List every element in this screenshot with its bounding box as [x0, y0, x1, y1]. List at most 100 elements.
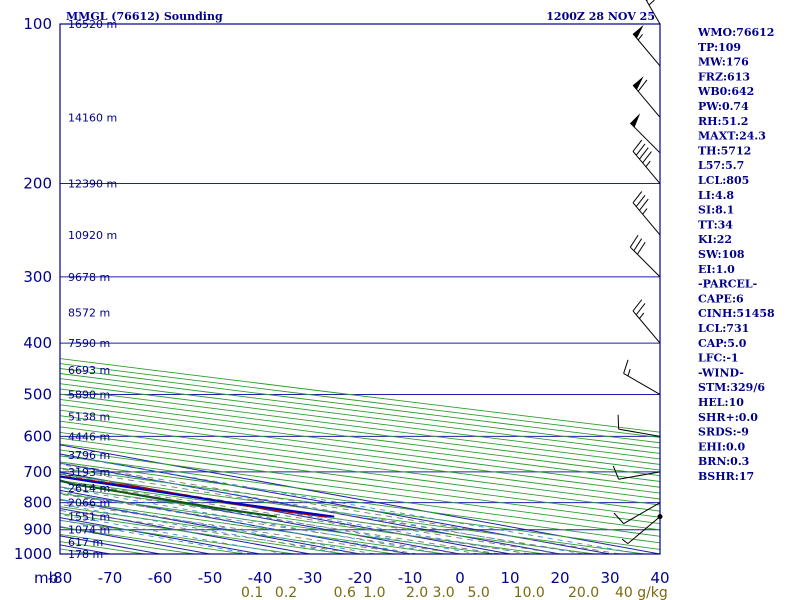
wind-barb-staff — [618, 428, 661, 437]
wind-barb-flag — [617, 414, 620, 430]
temperature-tick-label: 30 — [600, 569, 619, 587]
wind-barb — [632, 24, 661, 67]
index-item: SHR+:0.0 — [698, 411, 758, 424]
wind-barb — [632, 76, 661, 118]
wind-barb-half-flag — [637, 33, 643, 41]
dry-adiabat — [60, 373, 660, 449]
temperature-tick-label: -70 — [98, 569, 123, 587]
index-item: FRZ:613 — [698, 70, 750, 83]
index-item: CAP:5.0 — [698, 337, 747, 350]
temperature-tick-label: 0 — [455, 569, 465, 587]
wind-barb-flag — [642, 151, 652, 164]
height-label: 8572 m — [68, 306, 110, 319]
series-layer — [60, 475, 335, 518]
dry-adiabat — [60, 499, 445, 554]
height-label: 1074 m — [68, 524, 110, 537]
dry-adiabat — [60, 449, 660, 531]
wind-barb-flag — [636, 241, 646, 255]
dry-adiabat — [60, 358, 660, 433]
mixing-ratio-label: 0.2 — [275, 585, 297, 600]
grid-layer — [0, 24, 660, 554]
dry-adiabat — [60, 461, 660, 544]
height-label: 10920 m — [68, 229, 117, 242]
moist-adiabat — [60, 493, 461, 554]
wind-barb-flag — [612, 465, 620, 480]
index-item: LFC:-1 — [698, 352, 739, 365]
wind-barb-flag — [613, 512, 624, 524]
chart-title: MMGL (76612) Sounding — [66, 10, 223, 23]
dry-adiabat — [60, 388, 660, 465]
index-item: TT:34 — [698, 218, 733, 231]
mixing-ratio-label: 20.0 — [568, 585, 599, 600]
pressure-tick-label: 600 — [23, 427, 52, 445]
index-item: L57:5.7 — [698, 159, 744, 172]
dry-adiabat — [60, 437, 660, 518]
wind-barb-half-flag — [621, 538, 629, 544]
moist-adiabat — [60, 474, 561, 554]
dry-adiabat — [60, 383, 660, 460]
index-item: RH:51.2 — [698, 115, 748, 128]
temperature-tick-label: -40 — [248, 569, 273, 587]
index-item: LCL:805 — [698, 174, 749, 187]
wind-barb — [645, 0, 661, 25]
wind-barb — [613, 502, 661, 525]
mixing-ratio-label: 0.1 — [241, 585, 263, 600]
wind-barb-pennant — [633, 24, 644, 39]
temperature-tick-label: -50 — [198, 569, 223, 587]
wind-barb-staff — [632, 202, 661, 236]
index-item: EHI:0.0 — [698, 440, 745, 453]
height-label: 9678 m — [68, 271, 110, 284]
wind-barb — [629, 234, 661, 278]
wind-barb-flag — [632, 139, 643, 152]
wind-barb-flag — [629, 234, 639, 248]
mixing-ratio-label: 2.0 — [406, 585, 428, 600]
wind-barb-staff — [629, 122, 661, 154]
dry-adiabat — [60, 368, 660, 444]
height-label: 1551 m — [68, 511, 110, 524]
mixing-ratio-label: 0.6 — [334, 585, 356, 600]
wind-barb-flag — [623, 359, 629, 374]
isotherm-line — [0, 24, 10, 554]
height-label: 2614 m — [68, 482, 110, 495]
wind-barb-staff — [623, 502, 661, 525]
temperature-tick-label: -30 — [298, 569, 323, 587]
wind-barb — [623, 359, 661, 395]
index-item: WB0:642 — [697, 85, 754, 98]
wind-barb-flag — [633, 238, 643, 251]
moist-adiabat — [60, 480, 531, 554]
surface-wind-dot — [657, 514, 663, 520]
index-item: WMO:76612 — [697, 26, 774, 39]
mixing-ratio-line — [60, 503, 345, 554]
wind-barb-flag — [635, 143, 646, 156]
height-label: 7590 m — [68, 337, 110, 350]
wind-barbs — [612, 0, 663, 544]
index-item: STM:329/6 — [698, 381, 765, 394]
wind-barb — [632, 299, 661, 344]
wind-barb-staff — [629, 246, 661, 278]
wind-barb — [612, 465, 661, 480]
temperature-tick-label: -80 — [48, 569, 73, 587]
wind-barb — [617, 414, 661, 437]
wind-barb — [629, 113, 661, 154]
pressure-tick-label: 1000 — [14, 545, 52, 563]
mixing-ratio-label: 3.0 — [432, 585, 454, 600]
dry-adiabat — [60, 398, 660, 477]
wind-barb-staff — [623, 373, 661, 395]
index-item: LCL:731 — [698, 322, 749, 335]
wind-barb-half-flag — [645, 160, 651, 168]
series-parcel — [60, 475, 335, 518]
mixing-ratio-label: 1.0 — [363, 585, 385, 600]
wind-barb-staff — [632, 33, 661, 67]
wind-barb-flag — [635, 194, 646, 207]
wind-barb — [632, 139, 661, 184]
wind-barb-flag — [637, 79, 648, 92]
dry-adiabat — [60, 363, 660, 438]
chart-time: 1200Z 28 NOV 25 — [546, 10, 655, 23]
wind-barb-staff — [627, 516, 661, 544]
index-item: TH:5712 — [698, 144, 751, 157]
wind-barb-flag — [635, 303, 646, 316]
pressure-tick-label: 800 — [23, 494, 52, 512]
wind-barb — [632, 191, 661, 236]
pressure-tick-label: 100 — [23, 15, 52, 33]
